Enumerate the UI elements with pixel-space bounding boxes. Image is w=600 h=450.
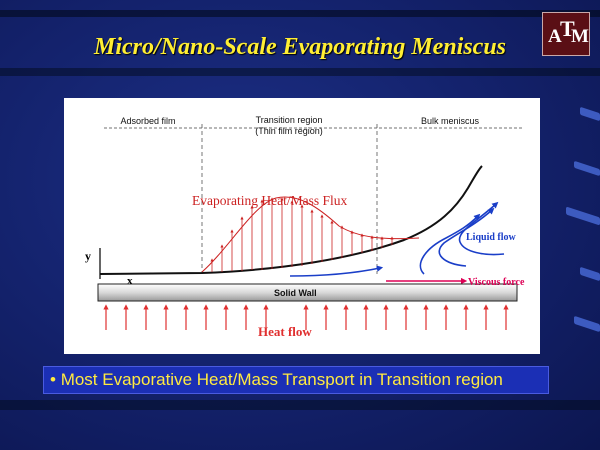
- logo-letter: A: [548, 26, 562, 47]
- bullet-text: Most Evaporative Heat/Mass Transport in …: [60, 370, 503, 389]
- liquid-flow-label: Liquid flow: [466, 232, 517, 243]
- decorative-bar: [574, 315, 600, 333]
- university-logo: A T M: [542, 12, 590, 56]
- meniscus-diagram: Evaporating Heat/Mass Flux Liquid flow V…: [64, 98, 540, 354]
- heat-flow-label: Heat flow: [258, 324, 312, 339]
- y-axis-label: y: [85, 249, 91, 263]
- transition-region-title: Transition region: [255, 115, 323, 125]
- summary-bullet: • Most Evaporative Heat/Mass Transport i…: [43, 366, 549, 394]
- decorative-bar: [566, 206, 600, 226]
- decorative-bar: [574, 160, 600, 177]
- flux-distribution-curve: [201, 196, 420, 273]
- x-axis-label: x: [127, 275, 133, 287]
- flux-arrows: [210, 197, 394, 272]
- logo-letter: T: [560, 16, 575, 41]
- slide-title: Micro/Nano-Scale Evaporating Meniscus: [93, 34, 507, 60]
- region-boundaries: [104, 124, 524, 274]
- decorative-bar: [580, 106, 600, 122]
- background-stripe: [0, 68, 600, 76]
- background-stripe: [0, 10, 600, 17]
- viscous-force-label: Viscous force: [468, 277, 525, 288]
- decorative-bar: [580, 266, 600, 282]
- logo-letter: M: [571, 26, 589, 47]
- bullet-marker: •: [50, 370, 56, 389]
- transition-region-label: Transition region (Thin film region): [224, 115, 354, 137]
- bulk-meniscus-label: Bulk meniscus: [420, 116, 480, 126]
- solid-wall-label: Solid Wall: [274, 288, 317, 298]
- meniscus-surface: [99, 165, 483, 275]
- background-stripe: [0, 400, 600, 410]
- liquid-flow-arrows: [289, 201, 505, 277]
- adsorbed-film-label: Adsorbed film: [120, 116, 176, 126]
- heat-flow-arrows: [103, 304, 509, 330]
- flux-label: Evaporating Heat/Mass Flux: [192, 193, 347, 208]
- solid-wall: [97, 283, 518, 302]
- thin-film-region-subtitle: (Thin film region): [255, 126, 323, 136]
